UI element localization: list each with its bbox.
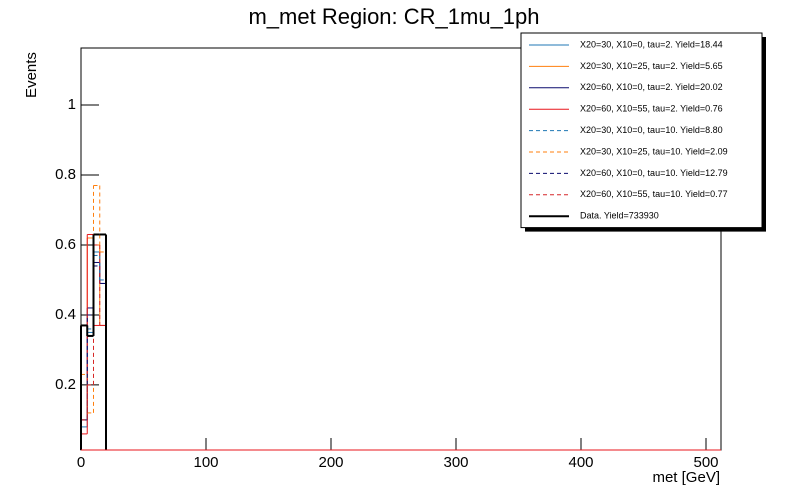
y-tick-label: 0.6 [55, 236, 76, 253]
x-tick-label: 200 [318, 454, 343, 471]
legend-label: X20=30, X10=0, tau=10. Yield=8.80 [580, 125, 723, 135]
chart-title: m_met Region: CR_1mu_1ph [248, 4, 539, 29]
legend-label: X20=60, X10=0, tau=2. Yield=20.02 [580, 82, 723, 92]
legend-label: X20=30, X10=0, tau=2. Yield=18.44 [580, 39, 723, 49]
y-tick-label: 0.2 [55, 376, 76, 393]
legend-label: X20=60, X10=55, tau=2. Yield=0.76 [580, 104, 723, 114]
x-tick-label: 400 [568, 454, 593, 471]
y-tick-label: 0.8 [55, 166, 76, 183]
y-tick-label: 0.4 [55, 306, 76, 323]
legend-label: Data. Yield=733930 [580, 211, 659, 221]
legend-box [520, 32, 763, 229]
x-tick-label: 500 [693, 454, 718, 471]
x-tick-label: 0 [77, 454, 85, 471]
legend-label: X20=30, X10=25, tau=2. Yield=5.65 [580, 61, 723, 71]
x-tick-label: 300 [443, 454, 468, 471]
legend-label: X20=60, X10=55, tau=10. Yield=0.77 [580, 189, 728, 199]
legend-label: X20=30, X10=25, tau=10. Yield=2.09 [580, 146, 728, 156]
x-axis-label: met [GeV] [652, 469, 720, 486]
y-tick-label: 1 [68, 96, 76, 113]
x-tick-label: 100 [193, 454, 218, 471]
y-axis-label: Events [23, 52, 40, 98]
legend-label: X20=60, X10=0, tau=10. Yield=12.79 [580, 168, 728, 178]
